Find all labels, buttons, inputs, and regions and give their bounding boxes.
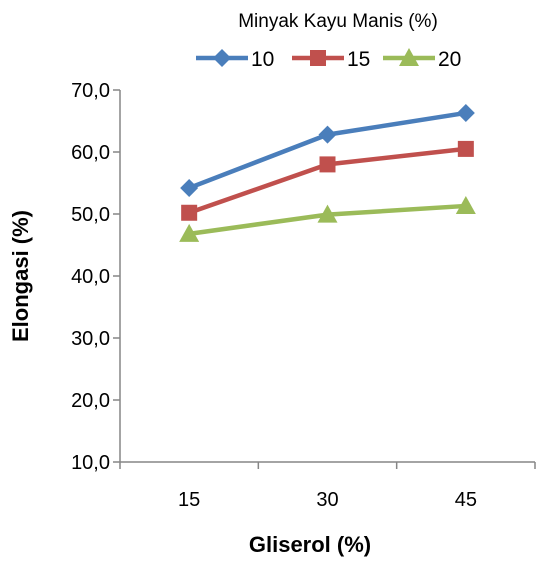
series-line (188, 110, 467, 191)
legend-item-15: 15 (292, 48, 370, 71)
series-layer (179, 103, 476, 242)
data-point (179, 223, 200, 242)
data-point (318, 125, 337, 144)
y-tick-label: 60,0 (71, 142, 110, 164)
legend-item-20: 20 (383, 48, 461, 71)
series-20 (179, 195, 476, 242)
y-tick-label: 20,0 (71, 390, 110, 412)
legend-swatch-marker (213, 49, 231, 67)
y-tick-label: 50,0 (71, 204, 110, 226)
data-point (456, 103, 475, 122)
series-15 (181, 140, 474, 221)
legend: Minyak Kayu Manis (%) 10 15 20 (196, 11, 461, 71)
legend-item-10: 10 (196, 48, 274, 71)
data-point (180, 178, 199, 197)
legend-label: 10 (251, 48, 274, 71)
data-point (181, 204, 198, 221)
y-axis-title: Elongasi (%) (8, 210, 33, 342)
legend-label: 20 (438, 48, 461, 71)
legend-swatch-marker (310, 50, 326, 66)
data-point (317, 204, 338, 223)
legend-swatch-marker (399, 48, 419, 66)
x-tick-label: 30 (316, 489, 338, 511)
data-point (457, 140, 474, 157)
y-tick-label: 40,0 (71, 266, 110, 288)
y-tick-label: 30,0 (71, 328, 110, 350)
series-10 (180, 103, 475, 197)
x-axis-title: Gliserol (%) (249, 532, 371, 557)
legend-items: 10 15 20 (196, 48, 461, 71)
y-tick-label: 70,0 (71, 80, 110, 102)
data-point (455, 195, 476, 214)
y-axis-ticks: 10,0 20,0 30,0 40,0 50,0 60,0 70,0 (71, 80, 120, 474)
x-tick-label: 15 (178, 489, 200, 511)
legend-label: 15 (347, 48, 370, 71)
x-tick-label: 45 (455, 489, 477, 511)
x-axis-ticks: 15 30 45 (119, 462, 536, 511)
y-tick-label: 10,0 (71, 452, 110, 474)
legend-title: Minyak Kayu Manis (%) (238, 11, 438, 32)
data-point (319, 156, 336, 173)
